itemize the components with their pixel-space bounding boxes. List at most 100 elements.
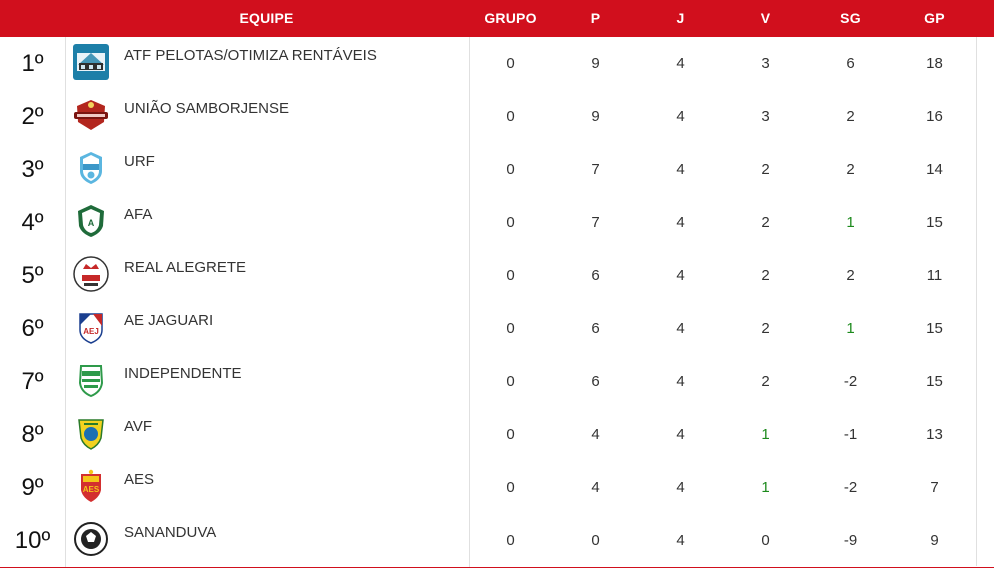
gp-cell: 9 <box>930 532 939 549</box>
p-cell: 9 <box>591 108 600 125</box>
team-name[interactable]: ATF PELOTAS/OTIMIZA RENTÁVEIS <box>124 47 377 64</box>
v-cell: 2 <box>761 373 770 390</box>
grupo-cell: 0 <box>506 161 515 178</box>
position-cell: 8º <box>21 421 44 448</box>
team-cell[interactable]: AES AES <box>65 461 470 514</box>
table-row[interactable]: 10º SANANDUVA 0 0 4 0 -9 9 <box>0 514 994 568</box>
position-cell: 6º <box>21 315 44 342</box>
table-row[interactable]: 1º ATF PELOTAS/OTIMIZA RENTÁVEIS 0 9 4 3 6 18 <box>0 37 994 91</box>
position-cell: 4º <box>21 209 44 236</box>
team-name[interactable]: URF <box>124 153 155 170</box>
gp-cell: 14 <box>926 161 943 178</box>
afa-logo-icon: A <box>72 202 110 240</box>
header-j[interactable]: J <box>676 10 685 26</box>
header-grupo[interactable]: GRUPO <box>484 10 537 26</box>
team-name[interactable]: AFA <box>124 206 153 223</box>
team-cell[interactable]: REAL ALEGRETE <box>65 249 470 302</box>
j-cell: 4 <box>676 108 685 125</box>
atf-pelotas-logo-icon <box>72 43 110 81</box>
gp-cell: 15 <box>926 373 943 390</box>
j-cell: 4 <box>676 426 685 443</box>
team-cell[interactable]: URF <box>65 143 470 196</box>
team-name[interactable]: AVF <box>124 418 153 435</box>
header-p[interactable]: P <box>590 10 601 26</box>
aes-logo-icon: AES <box>72 467 110 505</box>
table-row[interactable]: 6º AEJ AE JAGUARI 0 6 4 2 1 15 <box>0 302 994 356</box>
p-cell: 6 <box>591 320 600 337</box>
gp-cell: 15 <box>926 320 943 337</box>
table-row[interactable]: 8º AVF 0 4 4 1 -1 13 <box>0 408 994 462</box>
v-cell: 2 <box>761 161 770 178</box>
header-equipe[interactable]: EQUIPE <box>239 10 294 26</box>
header-gp[interactable]: GP <box>924 10 945 26</box>
uniao-samborjense-logo-icon <box>72 96 110 134</box>
p-cell: 4 <box>591 479 600 496</box>
ae-jaguari-logo-icon: AEJ <box>72 308 110 346</box>
sg-cell: -1 <box>843 426 858 443</box>
team-name[interactable]: AES <box>124 471 155 488</box>
sg-cell: -9 <box>843 532 858 549</box>
gp-cell: 15 <box>926 214 943 231</box>
team-cell[interactable]: AVF <box>65 408 470 461</box>
sg-cell: -2 <box>843 373 858 390</box>
svg-text:AES: AES <box>83 485 100 494</box>
table-row[interactable]: 3º URF 0 7 4 2 2 14 <box>0 143 994 197</box>
urf-logo-icon <box>72 149 110 187</box>
table-row[interactable]: 7º INDEPENDENTE 0 6 4 2 -2 15 <box>0 355 994 409</box>
header-v[interactable]: V <box>760 10 771 26</box>
j-cell: 4 <box>676 214 685 231</box>
gp-cell: 16 <box>926 108 943 125</box>
position-cell: 9º <box>21 474 44 501</box>
sg-cell: 2 <box>846 108 855 125</box>
table-row[interactable]: 5º REAL ALEGRETE 0 6 4 2 2 11 <box>0 249 994 303</box>
sg-cell: 2 <box>846 161 855 178</box>
team-name[interactable]: INDEPENDENTE <box>124 365 242 382</box>
svg-text:AEJ: AEJ <box>83 327 99 336</box>
team-cell[interactable]: UNIÃO SAMBORJENSE <box>65 90 470 143</box>
p-cell: 6 <box>591 267 600 284</box>
table-row[interactable]: 2º UNIÃO SAMBORJENSE 0 9 4 3 2 16 <box>0 90 994 144</box>
v-cell: 3 <box>761 108 770 125</box>
p-cell: 6 <box>591 373 600 390</box>
j-cell: 4 <box>676 267 685 284</box>
grupo-cell: 0 <box>506 267 515 284</box>
table-row[interactable]: 9º AES AES 0 4 4 1 -2 7 <box>0 461 994 515</box>
avf-logo-icon <box>72 414 110 452</box>
grupo-cell: 0 <box>506 108 515 125</box>
team-name[interactable]: SANANDUVA <box>124 524 217 541</box>
team-cell[interactable]: INDEPENDENTE <box>65 355 470 408</box>
j-cell: 4 <box>676 373 685 390</box>
header-sg[interactable]: SG <box>840 10 861 26</box>
team-cell[interactable]: ATF PELOTAS/OTIMIZA RENTÁVEIS <box>65 37 470 90</box>
team-cell[interactable]: SANANDUVA <box>65 514 470 567</box>
j-cell: 4 <box>676 532 685 549</box>
v-cell: 2 <box>761 267 770 284</box>
svg-text:A: A <box>88 218 95 228</box>
table-row[interactable]: 4º A AFA 0 7 4 2 1 15 <box>0 196 994 250</box>
position-cell: 5º <box>21 262 44 289</box>
v-cell: 1 <box>761 479 770 496</box>
grupo-cell: 0 <box>506 320 515 337</box>
team-cell[interactable]: A AFA <box>65 196 470 249</box>
sananduva-logo-icon <box>72 520 110 558</box>
team-cell[interactable]: AEJ AE JAGUARI <box>65 302 470 355</box>
gp-cell: 13 <box>926 426 943 443</box>
v-cell: 1 <box>761 426 770 443</box>
team-name[interactable]: UNIÃO SAMBORJENSE <box>124 100 290 117</box>
p-cell: 4 <box>591 426 600 443</box>
grupo-cell: 0 <box>506 479 515 496</box>
grupo-cell: 0 <box>506 55 515 72</box>
sg-cell: -2 <box>843 479 858 496</box>
team-name[interactable]: AE JAGUARI <box>124 312 214 329</box>
grupo-cell: 0 <box>506 373 515 390</box>
j-cell: 4 <box>676 55 685 72</box>
sg-cell: 2 <box>846 267 855 284</box>
table-header: EQUIPE GRUPO P J V SG GP <box>0 0 994 37</box>
p-cell: 7 <box>591 214 600 231</box>
team-name[interactable]: REAL ALEGRETE <box>124 259 246 276</box>
position-cell: 2º <box>21 103 44 130</box>
gp-cell: 18 <box>926 55 943 72</box>
grupo-cell: 0 <box>506 214 515 231</box>
table-right-border <box>976 37 977 566</box>
gp-cell: 7 <box>930 479 939 496</box>
